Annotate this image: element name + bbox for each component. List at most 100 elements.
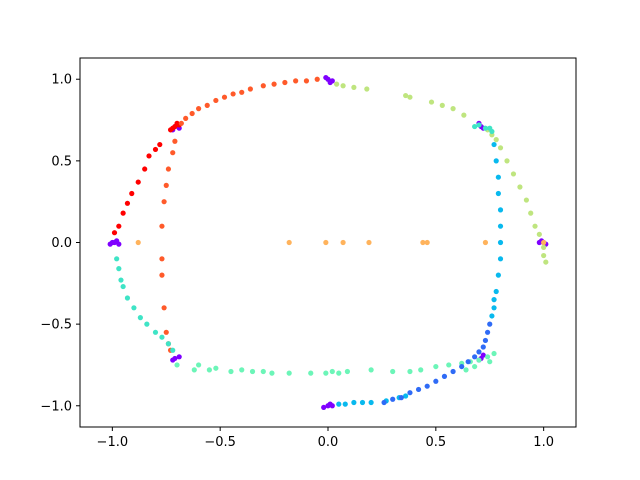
scatter-point [541,252,547,259]
scatter-point [178,120,184,126]
scatter-point [137,315,143,321]
scatter-point [340,83,346,89]
scatter-point [230,91,236,97]
scatter-point [152,146,159,153]
scatter-point [131,305,137,311]
scatter-point [403,92,409,99]
scatter-point [206,367,212,373]
scatter-point [433,363,439,370]
scatter-point [407,390,413,396]
scatter-point [314,76,320,82]
scatter-point [441,373,448,379]
scatter-point [476,122,482,128]
scatter-point [439,102,445,108]
scatter-point [249,368,256,375]
scatter-point [129,190,135,197]
scatter-point [536,239,542,246]
scatter-point [293,78,299,84]
scatter-point [161,305,167,311]
scatter-point [510,171,517,177]
scatter-point [260,368,266,375]
scatter-point [424,239,430,246]
scatter-point [196,362,202,368]
scatter-point [495,190,501,197]
scatter-point [174,362,180,368]
scatter-point [334,81,340,87]
scatter-point [159,256,165,262]
scatter-point [461,112,467,118]
scatter-point [323,370,329,376]
scatter-point [221,94,228,100]
scatter-point [465,359,471,365]
scatter-point [260,83,266,89]
scatter-point [472,363,478,370]
scatter-point [124,200,131,206]
scatter-point [135,239,141,246]
scatter-point [114,256,120,262]
scatter-point [495,272,501,278]
scatter-point [351,399,357,406]
scatter-point [523,197,530,203]
scatter-point [390,396,396,402]
scatter-point [342,401,348,407]
scatter-point [484,354,491,360]
scatter-point [191,367,197,373]
scatter-point [142,166,148,172]
scatter-point [116,266,122,272]
scatter-point [491,305,497,311]
scatter-point [107,241,113,247]
scatter-point [165,341,172,347]
scatter-point [497,223,504,229]
scatter-point [344,368,351,375]
scatter-point [472,123,478,130]
scatter-point [336,370,342,376]
scatter-point [504,158,510,164]
scatter-point [196,106,202,112]
scatter-point [491,350,497,357]
scatter-point [146,153,152,159]
scatter-point [228,368,234,375]
x-axis: −1.0 −0.5 0.0 0.5 1.0 [97,427,554,450]
scatter-point [517,184,523,190]
scatter-point [450,106,456,112]
scatter-point [403,393,409,399]
scatter-point [420,239,426,246]
scatter-point [170,125,176,131]
scatter-point [163,182,169,188]
scatter-point [282,79,288,86]
scatter-point [495,174,501,180]
scatter-point [239,89,245,95]
scatter-point [463,367,469,373]
scatter-point [493,137,499,143]
y-tick-label: −1.0 [40,399,72,414]
x-tick-label: 0.5 [425,435,446,450]
y-tick-label: 0.0 [51,236,72,251]
scatter-point [493,288,499,295]
scatter-point [144,321,150,327]
scatter-point [120,210,126,216]
scatter-point [493,158,499,164]
scatter-point [476,357,482,363]
scatter-point [428,99,435,105]
scatter-point [480,344,486,350]
scatter-point [116,241,122,247]
scatter-point [541,244,547,250]
scatter-point [286,239,292,246]
scatter-point [329,368,335,375]
scatter-point [368,367,374,373]
scatter-point [159,334,165,340]
scatter-point [528,210,534,216]
scatter-point [327,79,333,86]
scatter-point [172,138,178,144]
y-tick-label: −0.5 [40,318,72,333]
scatter-point [359,399,366,406]
scatter-point [398,395,404,401]
scatter-point [204,102,210,108]
scatter-point [269,370,275,376]
scatter-point [161,199,167,205]
scatter-point [189,110,195,117]
scatter-point [170,150,176,156]
scatter-point [381,399,387,406]
scatter-points [107,74,549,411]
x-tick-label: −0.5 [204,435,236,450]
